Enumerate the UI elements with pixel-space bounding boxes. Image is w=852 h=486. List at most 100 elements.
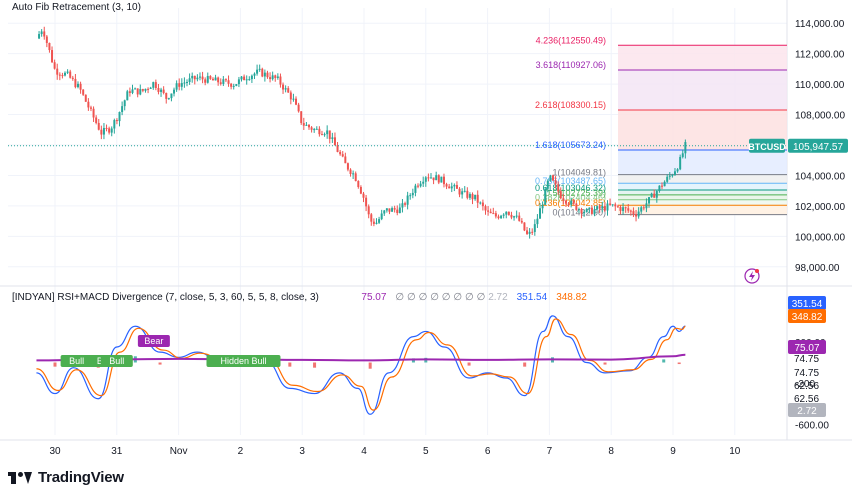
- osc-value-badge[interactable]: [788, 340, 826, 354]
- candle-body: [564, 200, 567, 204]
- time-axis-label: 31: [111, 446, 123, 457]
- candle-body: [391, 208, 394, 212]
- candle-body: [118, 112, 121, 122]
- osc-value-badge-label: 2.72: [797, 406, 817, 417]
- osc-legend-value: 351.54: [517, 292, 548, 303]
- main-indicator-label[interactable]: Auto Fib Retracement (3, 10): [12, 2, 141, 13]
- osc-histogram-bar: [313, 362, 317, 368]
- candle-body: [261, 68, 264, 77]
- candle-body: [567, 203, 570, 205]
- candle-body: [448, 186, 451, 189]
- candle-body: [583, 211, 586, 214]
- candle-body: [435, 175, 438, 181]
- candle-body: [269, 77, 272, 80]
- candle-body: [650, 193, 653, 198]
- divergence-label: Hidden Bull: [220, 356, 266, 366]
- candle-body: [235, 84, 238, 86]
- candle-body: [214, 77, 217, 81]
- candle-body: [84, 94, 87, 102]
- osc-series-line: [36, 318, 686, 411]
- candle-body: [554, 180, 557, 185]
- candle-body: [349, 169, 352, 174]
- candle-body: [679, 156, 682, 170]
- osc-value-badge-label: 75.07: [794, 343, 819, 354]
- candle-body: [45, 36, 48, 43]
- candle-body: [453, 185, 456, 187]
- candle-body: [108, 128, 111, 133]
- fib-zone: [618, 189, 787, 195]
- candle-body: [121, 106, 124, 113]
- candle-body: [419, 183, 422, 187]
- candle-body: [297, 104, 300, 112]
- candle-body: [632, 211, 635, 215]
- candle-body: [500, 215, 503, 219]
- brand-name: TradingView: [38, 469, 124, 486]
- candle-body: [66, 71, 69, 73]
- candle-body: [479, 202, 482, 204]
- osc-extra-scale-label: 74.75: [794, 354, 819, 365]
- candle-body: [570, 200, 573, 205]
- candle-body: [596, 206, 599, 210]
- candle-body: [341, 154, 344, 157]
- osc-legend-value: 75.07: [361, 292, 386, 303]
- osc-value-badge[interactable]: [788, 296, 826, 310]
- candle-body: [546, 180, 549, 189]
- candle-body: [292, 98, 295, 100]
- fib-level-label: 0.5(102725.39): [545, 188, 606, 198]
- candle-body: [336, 145, 339, 152]
- candle-body: [663, 181, 666, 187]
- osc-value-badge[interactable]: [788, 309, 826, 323]
- candle-body: [333, 137, 336, 146]
- fib-zone: [618, 45, 787, 70]
- osc-legend-value: ∅: [419, 292, 428, 303]
- candle-body: [307, 124, 310, 128]
- candle-body: [113, 120, 116, 129]
- osc-indicator-label[interactable]: [INDYAN] RSI+MACD Divergence (7, close, …: [12, 292, 319, 303]
- price-axis-label: 112,000.00: [795, 50, 845, 61]
- candle-body: [165, 92, 168, 99]
- candle-body: [637, 211, 640, 217]
- fib-zone: [618, 199, 787, 206]
- last-price-label: 105,947.57: [793, 142, 843, 153]
- divergence-badge: [60, 355, 93, 367]
- candle-body: [359, 186, 362, 194]
- candle-body: [507, 211, 510, 215]
- price-axis-label: 100,000.00: [795, 232, 845, 243]
- fib-level-label: 3.618(110927.06): [536, 60, 606, 70]
- candle-body: [468, 194, 471, 198]
- candle-body: [346, 163, 349, 170]
- candle-body: [526, 230, 529, 234]
- candle-body: [616, 206, 619, 208]
- candle-body: [232, 85, 235, 87]
- candle-body: [339, 151, 342, 155]
- candle-body: [422, 181, 425, 184]
- symbol-badge[interactable]: [749, 138, 785, 153]
- candle-body: [173, 89, 176, 94]
- osc-series-line: [36, 315, 686, 415]
- last-price-badge[interactable]: [788, 138, 848, 153]
- price-axis-label: 114,000.00: [795, 19, 845, 30]
- candle-body: [515, 215, 518, 217]
- candle-body: [198, 76, 201, 78]
- time-axis-label: 8: [608, 446, 614, 457]
- candle-body: [240, 76, 243, 80]
- osc-series-line: [36, 353, 686, 362]
- candle-body: [378, 219, 381, 223]
- time-axis-label: 6: [485, 446, 491, 457]
- candle-body: [110, 128, 113, 133]
- candle-body: [673, 171, 676, 176]
- candle-body: [544, 188, 547, 205]
- candle-body: [676, 169, 679, 172]
- candle-body: [180, 83, 183, 87]
- candle-body: [141, 89, 144, 91]
- candle-body: [580, 209, 583, 214]
- fib-level-label: 0.382(102404.46): [535, 193, 606, 203]
- osc-legend-value: ∅: [477, 292, 486, 303]
- bolt-icon-glyph: [749, 271, 755, 281]
- candle-body: [590, 207, 593, 214]
- candle-body: [362, 193, 365, 198]
- candle-body: [471, 194, 474, 200]
- osc-value-badge[interactable]: [788, 403, 826, 417]
- candle-body: [160, 89, 163, 92]
